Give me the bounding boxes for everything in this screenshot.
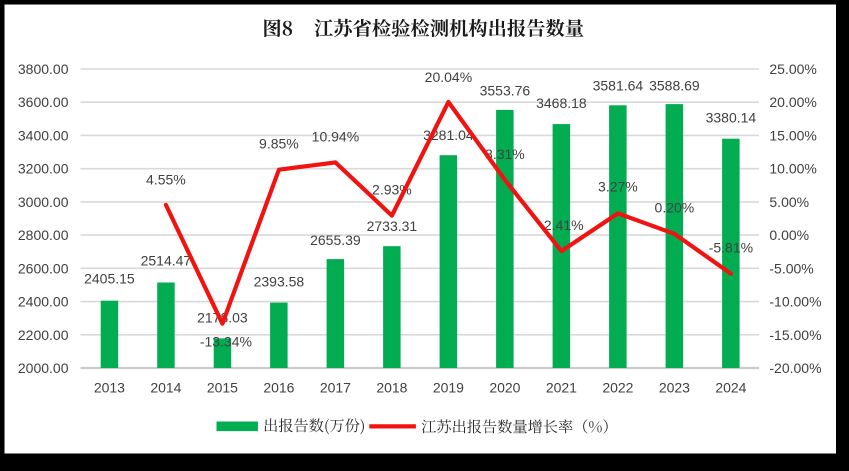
svg-text:2018: 2018 bbox=[376, 380, 407, 396]
svg-text:15.00%: 15.00% bbox=[769, 127, 816, 143]
svg-text:0.20%: 0.20% bbox=[655, 199, 695, 215]
svg-text:2600.00: 2600.00 bbox=[18, 260, 69, 276]
svg-text:2800.00: 2800.00 bbox=[18, 227, 69, 243]
svg-text:-5.81%: -5.81% bbox=[709, 239, 753, 255]
svg-text:2200.00: 2200.00 bbox=[18, 327, 69, 343]
svg-text:10.00%: 10.00% bbox=[769, 161, 816, 177]
svg-text:4.55%: 4.55% bbox=[146, 172, 186, 188]
svg-text:9.85%: 9.85% bbox=[259, 136, 299, 152]
svg-text:2015: 2015 bbox=[207, 380, 238, 396]
svg-text:2655.39: 2655.39 bbox=[310, 232, 361, 248]
svg-text:2020: 2020 bbox=[489, 380, 520, 396]
svg-text:2021: 2021 bbox=[546, 380, 577, 396]
svg-text:-15.00%: -15.00% bbox=[769, 327, 821, 343]
svg-text:2733.31: 2733.31 bbox=[367, 218, 418, 234]
svg-text:2016: 2016 bbox=[263, 380, 294, 396]
svg-text:20.00%: 20.00% bbox=[769, 94, 816, 110]
svg-text:3581.64: 3581.64 bbox=[593, 77, 644, 93]
svg-text:2024: 2024 bbox=[715, 380, 746, 396]
svg-text:3553.76: 3553.76 bbox=[480, 82, 531, 98]
svg-text:3800.00: 3800.00 bbox=[18, 61, 69, 77]
svg-text:5.00%: 5.00% bbox=[769, 194, 809, 210]
svg-text:25.00%: 25.00% bbox=[769, 61, 816, 77]
svg-text:3380.14: 3380.14 bbox=[706, 109, 757, 125]
svg-text:-20.00%: -20.00% bbox=[769, 360, 821, 376]
svg-text:2405.15: 2405.15 bbox=[84, 271, 135, 287]
svg-text:2514.47: 2514.47 bbox=[141, 252, 192, 268]
svg-text:3600.00: 3600.00 bbox=[18, 94, 69, 110]
svg-text:2013: 2013 bbox=[94, 380, 125, 396]
svg-text:3588.69: 3588.69 bbox=[649, 77, 700, 93]
svg-text:2019: 2019 bbox=[433, 380, 464, 396]
svg-text:2000.00: 2000.00 bbox=[18, 360, 69, 376]
svg-text:-13.34%: -13.34% bbox=[200, 334, 252, 350]
svg-text:2393.58: 2393.58 bbox=[254, 273, 305, 289]
svg-text:3400.00: 3400.00 bbox=[18, 127, 69, 143]
svg-text:2023: 2023 bbox=[659, 380, 690, 396]
svg-text:20.04%: 20.04% bbox=[425, 69, 472, 85]
svg-text:2400.00: 2400.00 bbox=[18, 294, 69, 310]
svg-text:-2.41%: -2.41% bbox=[539, 217, 583, 233]
svg-text:8.31%: 8.31% bbox=[485, 146, 525, 162]
svg-text:-10.00%: -10.00% bbox=[769, 294, 821, 310]
svg-text:3.27%: 3.27% bbox=[598, 179, 638, 195]
svg-text:3468.18: 3468.18 bbox=[536, 95, 587, 111]
svg-text:3200.00: 3200.00 bbox=[18, 161, 69, 177]
svg-text:-5.00%: -5.00% bbox=[769, 260, 813, 276]
svg-text:2022: 2022 bbox=[602, 380, 633, 396]
svg-text:3000.00: 3000.00 bbox=[18, 194, 69, 210]
svg-text:10.94%: 10.94% bbox=[312, 128, 359, 144]
svg-text:2017: 2017 bbox=[320, 380, 351, 396]
svg-text:2014: 2014 bbox=[150, 380, 181, 396]
svg-text:0.00%: 0.00% bbox=[769, 227, 809, 243]
